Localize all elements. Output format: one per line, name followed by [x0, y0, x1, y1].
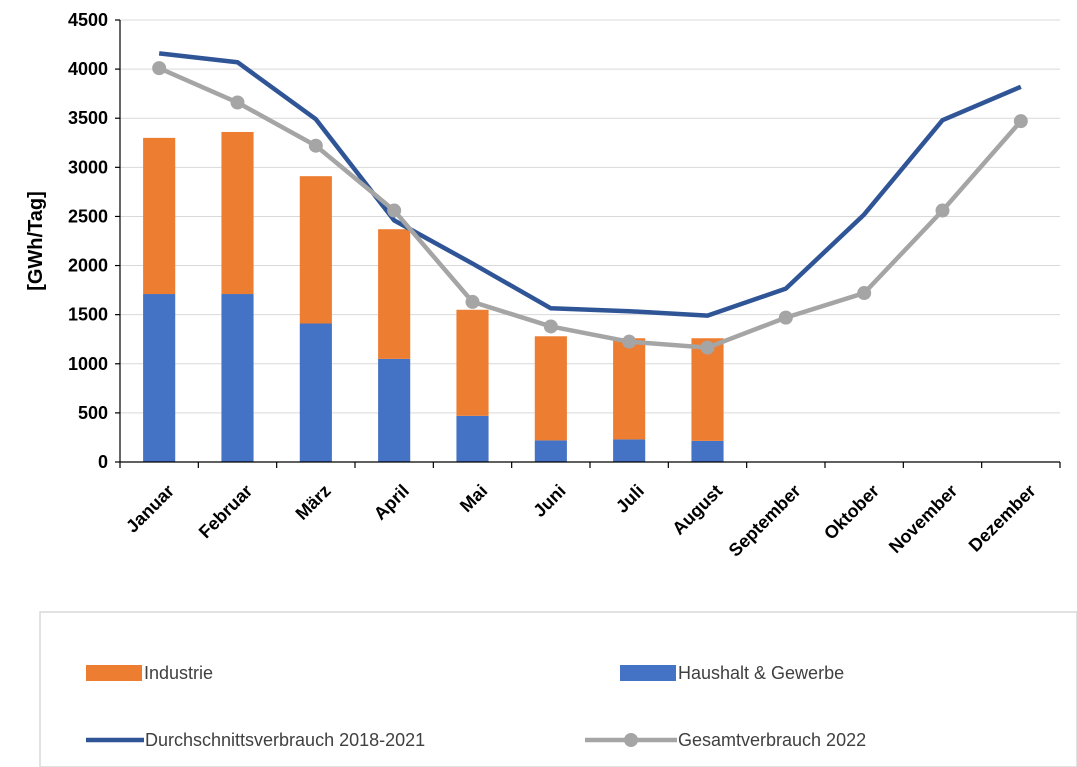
legend-label: Haushalt & Gewerbe: [678, 663, 844, 683]
series-marker: [543, 319, 558, 334]
legend-label: Durchschnittsverbrauch 2018-2021: [145, 730, 425, 750]
series-marker: [465, 294, 480, 309]
x-tick-label: Mai: [456, 481, 491, 516]
axes-layer: [115, 19, 1061, 468]
series-marker: [387, 203, 402, 218]
legend-label: Industrie: [144, 663, 213, 683]
x-tick-label: Oktober: [820, 481, 883, 544]
y-tick-label: 3000: [68, 157, 108, 177]
x-tick-label: Juli: [612, 481, 648, 517]
series-marker: [857, 286, 872, 301]
series-line: [158, 51, 1022, 318]
bar-segment: [613, 439, 646, 462]
y-tick-label: 1500: [68, 305, 108, 325]
bar-segment: [143, 137, 176, 295]
y-tick-label: 2000: [68, 256, 108, 276]
y-axis-label: [GWh/Tag]: [25, 191, 47, 291]
x-tick-label: September: [725, 481, 805, 561]
legend: Industrie Haushalt & Gewerbe Durchschnitts…: [39, 611, 1077, 767]
bar-segment: [456, 309, 489, 416]
series-marker: [152, 61, 167, 76]
bar-segment: [691, 338, 724, 441]
legend-box: [39, 611, 1077, 767]
series-marker: [700, 340, 715, 355]
bar-segment: [299, 176, 332, 324]
legend-swatch: [86, 665, 142, 681]
series-line: [158, 66, 1023, 350]
bar-segment: [378, 358, 411, 462]
x-tick-label: Februar: [195, 481, 257, 543]
x-tick-label: Juni: [529, 481, 569, 521]
series-marker: [778, 310, 793, 325]
bar-segment: [613, 338, 646, 440]
y-tick-label: 500: [78, 403, 108, 423]
series-marker: [935, 203, 950, 218]
y-tick-label: 1000: [68, 354, 108, 374]
legend-marker: [624, 733, 638, 747]
lines-layer: [152, 51, 1028, 355]
bars-layer: [143, 131, 724, 462]
bar-segment: [534, 440, 567, 462]
grid-layer: [120, 19, 1060, 414]
x-tick-label: März: [292, 481, 335, 524]
y-tick-label: 0: [98, 452, 108, 472]
series-marker: [1013, 114, 1028, 129]
y-tick-label: 4000: [68, 59, 108, 79]
bar-segment: [378, 229, 411, 359]
x-tick-label: August: [668, 481, 726, 539]
y-tick-label: 3500: [68, 108, 108, 128]
bar-segment: [221, 131, 254, 295]
x-tick-label: April: [370, 481, 413, 524]
x-tick-label: November: [885, 481, 961, 557]
series-marker: [308, 138, 323, 153]
legend-label: Gesamtverbrauch 2022: [678, 730, 866, 750]
bar-segment: [691, 440, 724, 462]
series-marker: [230, 95, 245, 110]
bar-segment: [456, 415, 489, 462]
series-marker: [622, 334, 637, 349]
bar-segment: [534, 336, 567, 441]
y-tick-label: 2500: [68, 206, 108, 226]
y-tick-label: 4500: [68, 10, 108, 30]
bar-segment: [221, 294, 254, 462]
bar-segment: [299, 323, 332, 462]
bar-segment: [143, 294, 176, 462]
x-tick-label: Januar: [122, 481, 178, 537]
x-tick-label: Dezember: [965, 481, 1040, 556]
legend-swatch: [620, 665, 676, 681]
